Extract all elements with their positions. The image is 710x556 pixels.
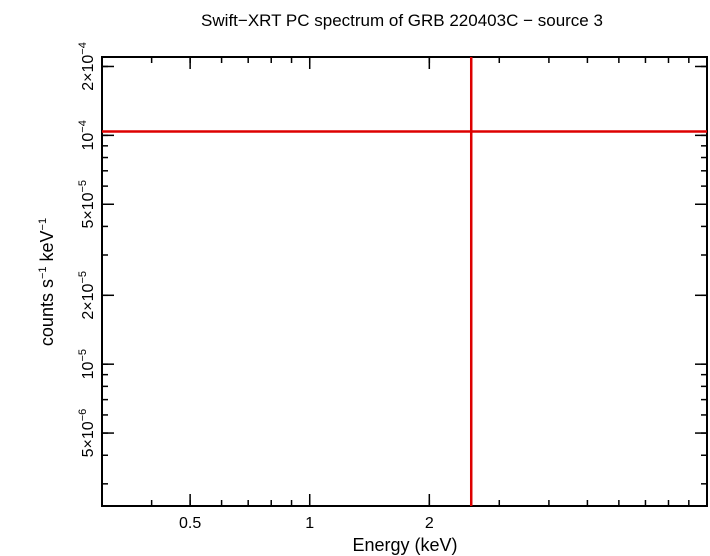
- chart-title: Swift−XRT PC spectrum of GRB 220403C − s…: [201, 11, 603, 30]
- x-major-ticks: 0.5 1 2: [179, 57, 434, 532]
- x-tick-label: 1: [305, 515, 314, 532]
- data-series: [102, 57, 707, 506]
- plot-frame: [101, 56, 708, 507]
- x-tick-label: 0.5: [179, 515, 201, 532]
- minor-ticks: [101, 57, 708, 506]
- y-major-ticks: 5×10−6 10−5 2×10−5 5×10−5 10−4 2×10−4: [77, 42, 707, 457]
- y-tick-label: 2×10−4: [77, 42, 97, 91]
- y-tick-label: 5×10−5: [77, 180, 97, 229]
- y-tick-label: 5×10−6: [77, 409, 97, 458]
- y-tick-label: 10−4: [77, 120, 97, 150]
- y-tick-label: 2×10−5: [77, 271, 97, 320]
- y-tick-label: 10−5: [77, 349, 97, 379]
- x-tick-label: 2: [425, 515, 434, 532]
- y-axis-label: counts s−1 keV−1: [37, 218, 57, 346]
- x-axis-label: Energy (keV): [352, 535, 457, 555]
